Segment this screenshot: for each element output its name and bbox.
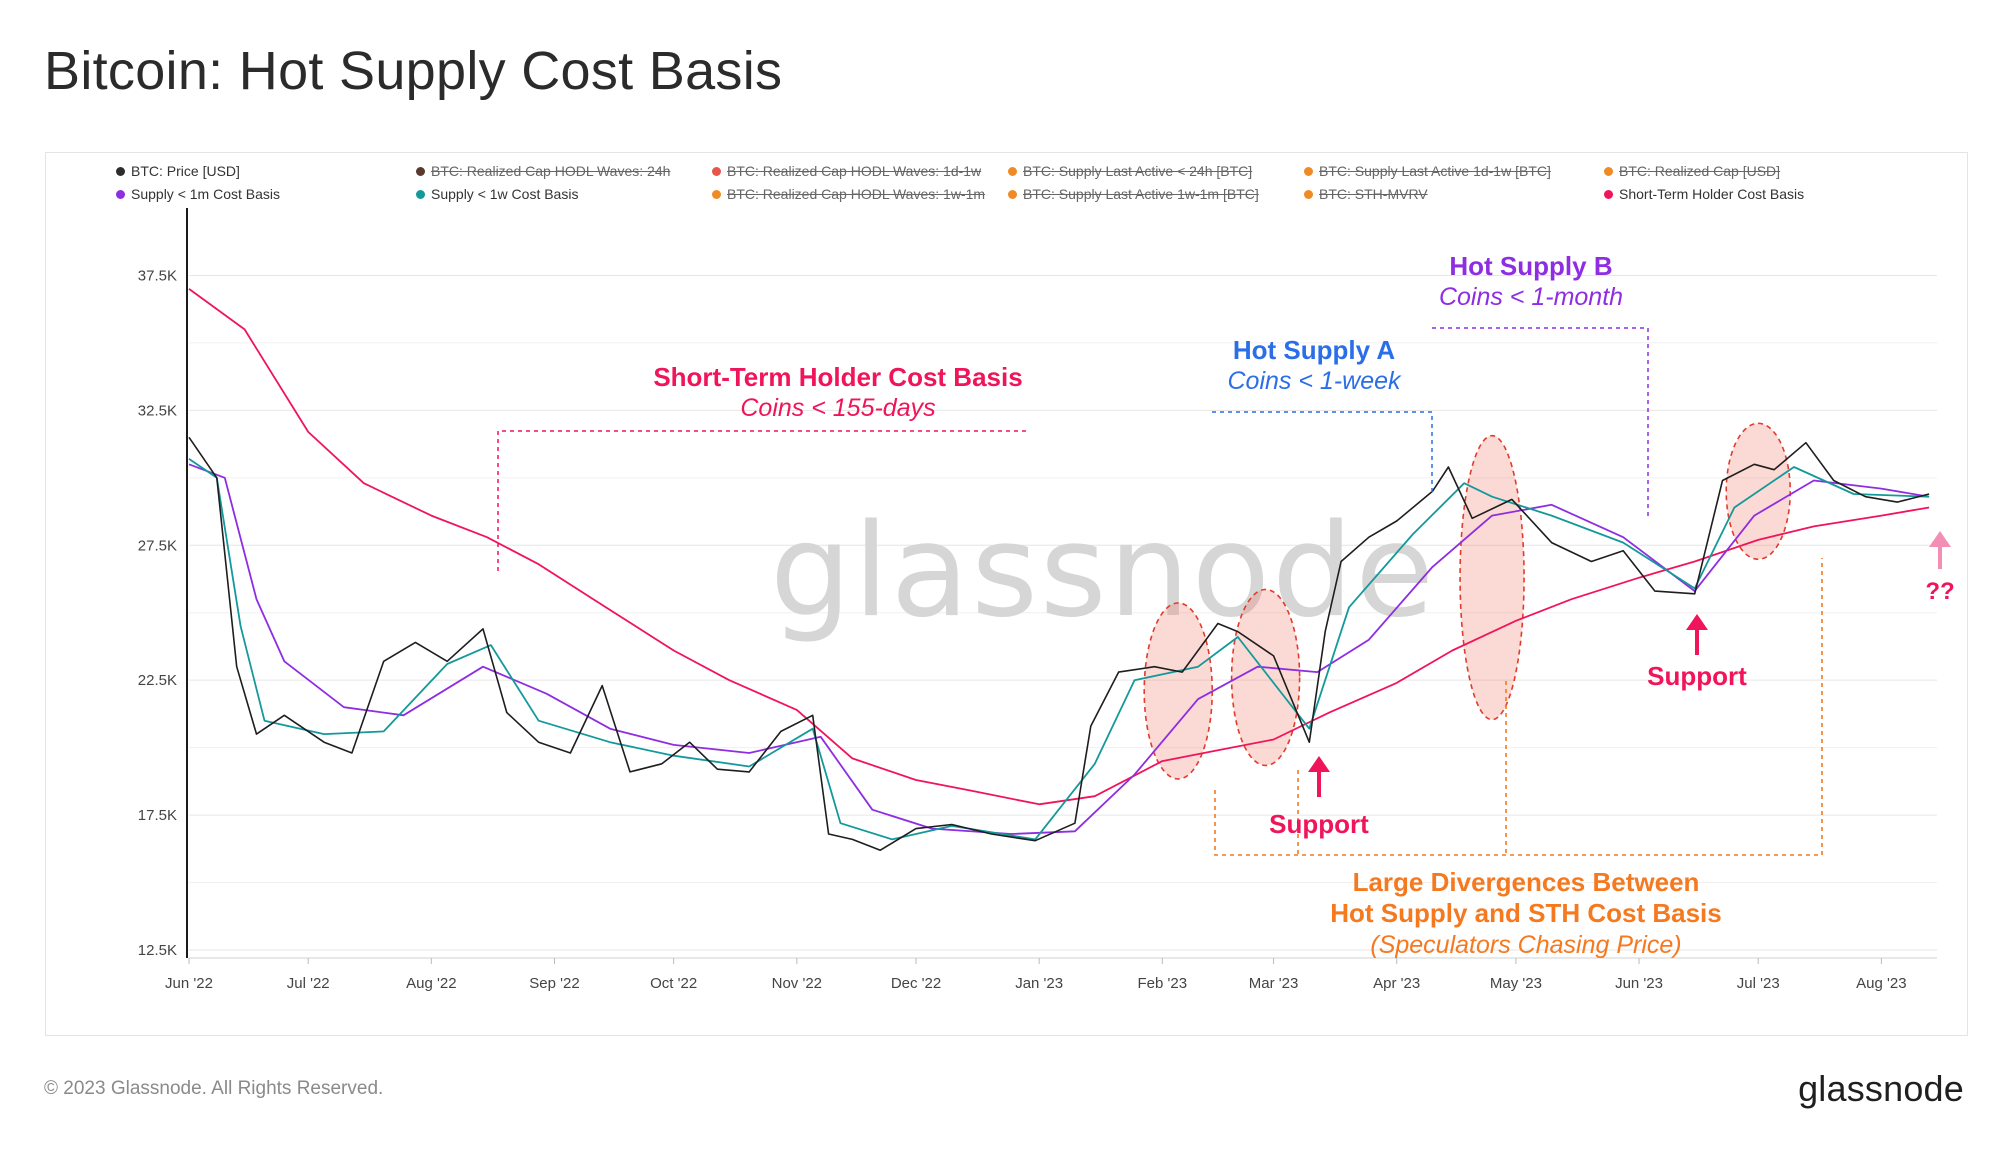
legend-item[interactable]: BTC: Price [USD]	[116, 163, 240, 179]
legend-label: Short-Term Holder Cost Basis	[1619, 186, 1805, 202]
legend-item[interactable]: BTC: Realized Cap HODL Waves: 24h	[416, 163, 670, 179]
chart-svg: 12.5K 17.5K 22.5K 27.5K 32.5K 37.5K Jun '22 Jul…	[138, 208, 1955, 992]
support-arrow-2-head-icon	[1686, 614, 1708, 630]
y-tick-label: 32.5K	[138, 402, 177, 419]
legend-item[interactable]: BTC: Supply Last Active 1w-1m [BTC]	[1008, 186, 1259, 202]
x-tick-label: Sep '22	[529, 975, 579, 992]
divergence-subtitle: (Speculators Chasing Price)	[1370, 931, 1681, 959]
legend-dot-icon	[712, 189, 721, 199]
x-tick-label: Jul '22	[287, 975, 330, 992]
question-label: ??	[1925, 578, 1954, 605]
x-tick-label: Mar '23	[1249, 975, 1299, 992]
legend-label: BTC: Supply Last Active 1d-1w [BTC]	[1319, 163, 1551, 179]
x-tick-label: May '23	[1490, 975, 1542, 992]
x-tick-label: Oct '22	[650, 975, 697, 992]
chart-frame: BTC: Price [USD] BTC: Realized Cap HODL W…	[45, 152, 1968, 1036]
page-title: Bitcoin: Hot Supply Cost Basis	[44, 41, 783, 101]
legend-item[interactable]: Short-Term Holder Cost Basis	[1604, 186, 1804, 202]
x-tick-label: Jun '23	[1615, 975, 1663, 992]
price-line[interactable]	[188, 436, 1930, 851]
sth-annotation-title: Short-Term Holder Cost Basis	[653, 362, 1022, 392]
legend-item[interactable]: BTC: Supply Last Active < 24h [BTC]	[1008, 163, 1252, 179]
legend-label: BTC: Supply Last Active < 24h [BTC]	[1023, 163, 1253, 179]
divergence-ellipse	[1230, 588, 1301, 767]
x-tick-label: Dec '22	[891, 975, 941, 992]
x-tick-label: Nov '22	[772, 975, 822, 992]
legend-item[interactable]: BTC: Realized Cap [USD]	[1604, 163, 1780, 179]
legend-item[interactable]: BTC: Realized Cap HODL Waves: 1d-1w	[712, 163, 981, 179]
legend-dot-icon	[116, 189, 125, 199]
y-tick-label: 27.5K	[138, 537, 177, 554]
legend-label: BTC: STH-MVRV	[1319, 186, 1428, 202]
x-tick-label: Jun '22	[165, 975, 213, 992]
legend-item[interactable]: Supply < 1w Cost Basis	[416, 186, 578, 202]
x-tick-label: Aug '22	[406, 975, 456, 992]
sth-annotation-subtitle: Coins < 155-days	[740, 394, 935, 422]
question-arrow-head-icon	[1929, 531, 1951, 547]
legend-dot-icon	[1008, 166, 1017, 176]
legend-label: BTC: Realized Cap [USD]	[1619, 163, 1781, 179]
hot-supply-a-title: Hot Supply A	[1233, 335, 1395, 365]
divergence-ellipse	[1459, 434, 1525, 721]
divergence-bracket	[1214, 558, 1823, 856]
hot-supply-b-connector	[1432, 327, 1649, 520]
x-tick-label: Jul '23	[1737, 975, 1780, 992]
sth-connector	[497, 430, 1026, 575]
hot-supply-a-subtitle: Coins < 1-week	[1228, 367, 1402, 395]
hot-supply-a-connector	[1212, 411, 1433, 495]
legend-dot-icon	[1604, 189, 1613, 199]
legend: BTC: Price [USD] BTC: Realized Cap HODL W…	[116, 163, 1956, 209]
y-tick-label: 37.5K	[138, 267, 177, 284]
support-label-1: Support	[1269, 809, 1369, 839]
x-tick-label: Aug '23	[1856, 975, 1906, 992]
supply-1m-line[interactable]	[188, 463, 1930, 835]
divergence-title-line2: Hot Supply and STH Cost Basis	[1330, 898, 1722, 928]
support-arrow-1-head-icon	[1308, 756, 1330, 772]
x-tick-label: Apr '23	[1373, 975, 1420, 992]
y-tick-label: 12.5K	[138, 942, 177, 959]
legend-item[interactable]: BTC: Supply Last Active 1d-1w [BTC]	[1304, 163, 1551, 179]
legend-label: BTC: Realized Cap HODL Waves: 24h	[431, 163, 671, 179]
hot-supply-b-title: Hot Supply B	[1449, 251, 1612, 281]
y-tick-label: 17.5K	[138, 807, 177, 824]
legend-label: BTC: Realized Cap HODL Waves: 1w-1m	[727, 186, 986, 202]
legend-dot-icon	[712, 166, 721, 176]
x-tick-label: Jan '23	[1015, 975, 1063, 992]
legend-label: BTC: Supply Last Active 1w-1m [BTC]	[1023, 186, 1259, 202]
legend-dot-icon	[116, 166, 125, 176]
supply-1w-line[interactable]	[188, 458, 1930, 841]
legend-label: BTC: Realized Cap HODL Waves: 1d-1w	[727, 163, 982, 179]
legend-dot-icon	[1304, 166, 1313, 176]
legend-label: BTC: Price [USD]	[131, 163, 240, 179]
y-tick-label: 22.5K	[138, 672, 177, 689]
hot-supply-b-subtitle: Coins < 1-month	[1439, 283, 1623, 311]
legend-item[interactable]: Supply < 1m Cost Basis	[116, 186, 280, 202]
legend-item[interactable]: BTC: Realized Cap HODL Waves: 1w-1m	[712, 186, 985, 202]
legend-item[interactable]: BTC: STH-MVRV	[1304, 186, 1428, 202]
support-label-2: Support	[1647, 661, 1747, 691]
legend-dot-icon	[1604, 166, 1613, 176]
divergence-title-line1: Large Divergences Between	[1353, 867, 1700, 897]
legend-dot-icon	[1304, 189, 1313, 199]
legend-dot-icon	[416, 189, 425, 199]
x-tick-label: Feb '23	[1138, 975, 1188, 992]
legend-label: Supply < 1m Cost Basis	[131, 186, 281, 202]
legend-dot-icon	[1008, 189, 1017, 199]
legend-dot-icon	[416, 166, 425, 176]
legend-label: Supply < 1w Cost Basis	[431, 186, 579, 202]
footer-copyright: © 2023 Glassnode. All Rights Reserved.	[44, 1078, 384, 1099]
watermark: glassnode	[770, 497, 1436, 646]
glassnode-logo[interactable]: glassnode	[1798, 1068, 1964, 1109]
